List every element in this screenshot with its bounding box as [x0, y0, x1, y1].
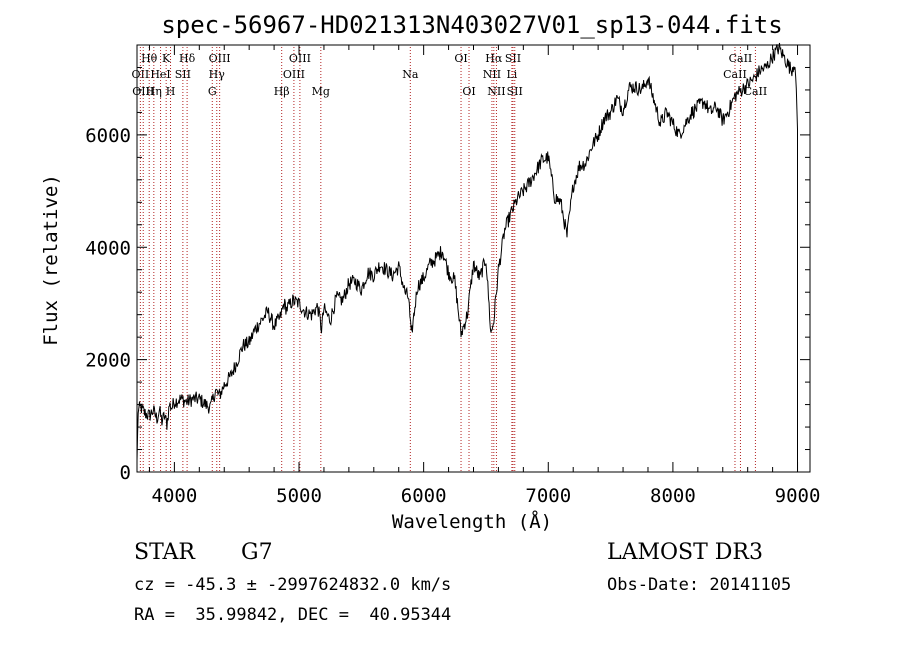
- spectral-line-markers: Hθ OII OIII K HeI Hη Hδ SII H OIII Hγ G OIII OIII Hβ Mg…: [132, 47, 768, 472]
- x-tick-label: 7000: [525, 485, 571, 507]
- y-axis-label: Flux (relative): [40, 174, 62, 346]
- x-tick-label: 9000: [775, 485, 821, 507]
- marker-label: G: [208, 85, 217, 98]
- y-tick-label: 6000: [85, 125, 131, 147]
- marker-label: SII: [175, 68, 191, 81]
- marker-label: Hθ: [141, 52, 158, 65]
- marker-label: NII: [487, 85, 505, 98]
- marker-label: CaII: [744, 85, 768, 98]
- marker-label: OI: [462, 85, 475, 98]
- x-axis: 4000 5000 6000 7000 8000 9000: [148, 45, 821, 507]
- object-class: STAR: [134, 540, 195, 565]
- survey-name: LAMOST DR3: [607, 540, 763, 565]
- marker-label: OIII: [209, 52, 231, 65]
- marker-label: Li: [506, 68, 517, 81]
- marker-label: OIII: [283, 68, 305, 81]
- marker-label: Hγ: [209, 68, 226, 81]
- marker-label: H: [166, 85, 176, 98]
- redshift-readout: cz = -45.3 ± -2997624832.0 km/s: [134, 575, 452, 595]
- marker-label: OIII: [132, 85, 154, 98]
- spectral-subclass: G7: [241, 540, 273, 565]
- spectrum-line: [136, 42, 798, 472]
- coordinates: RA = 35.99842, DEC = 40.95344: [134, 605, 452, 625]
- obs-date: Obs-Date: 20141105: [607, 575, 792, 595]
- y-tick-label: 2000: [85, 350, 131, 372]
- y-tick-label: 0: [120, 462, 131, 484]
- x-tick-label: 4000: [152, 485, 198, 507]
- marker-label: CaII: [723, 68, 747, 81]
- marker-label: OII: [132, 68, 150, 81]
- marker-label: Na: [402, 68, 419, 81]
- marker-label: Hδ: [179, 52, 196, 65]
- marker-label: CaII: [729, 52, 753, 65]
- marker-label: OIII: [289, 52, 311, 65]
- x-tick-label: 8000: [650, 485, 696, 507]
- x-tick-label: 5000: [276, 485, 322, 507]
- marker-label: Hβ: [274, 85, 290, 98]
- x-tick-label: 6000: [401, 485, 447, 507]
- marker-label: Mg: [312, 85, 330, 98]
- marker-label: OI: [454, 52, 467, 65]
- marker-label: SII: [507, 85, 523, 98]
- plot-frame: [136, 44, 811, 473]
- y-tick-label: 4000: [85, 237, 131, 259]
- x-axis-label: Wavelength (Å): [392, 510, 552, 533]
- marker-label: HeI: [150, 68, 170, 81]
- marker-label: K: [162, 52, 171, 65]
- marker-label: NII: [483, 68, 501, 81]
- marker-label: Hα: [485, 52, 503, 65]
- marker-label: Hη: [146, 85, 162, 98]
- y-axis: 0 2000 4000 6000: [85, 44, 810, 484]
- chart-title: spec-56967-HD021313N403027V01_sp13-044.f…: [161, 11, 782, 39]
- marker-label: SII: [505, 52, 521, 65]
